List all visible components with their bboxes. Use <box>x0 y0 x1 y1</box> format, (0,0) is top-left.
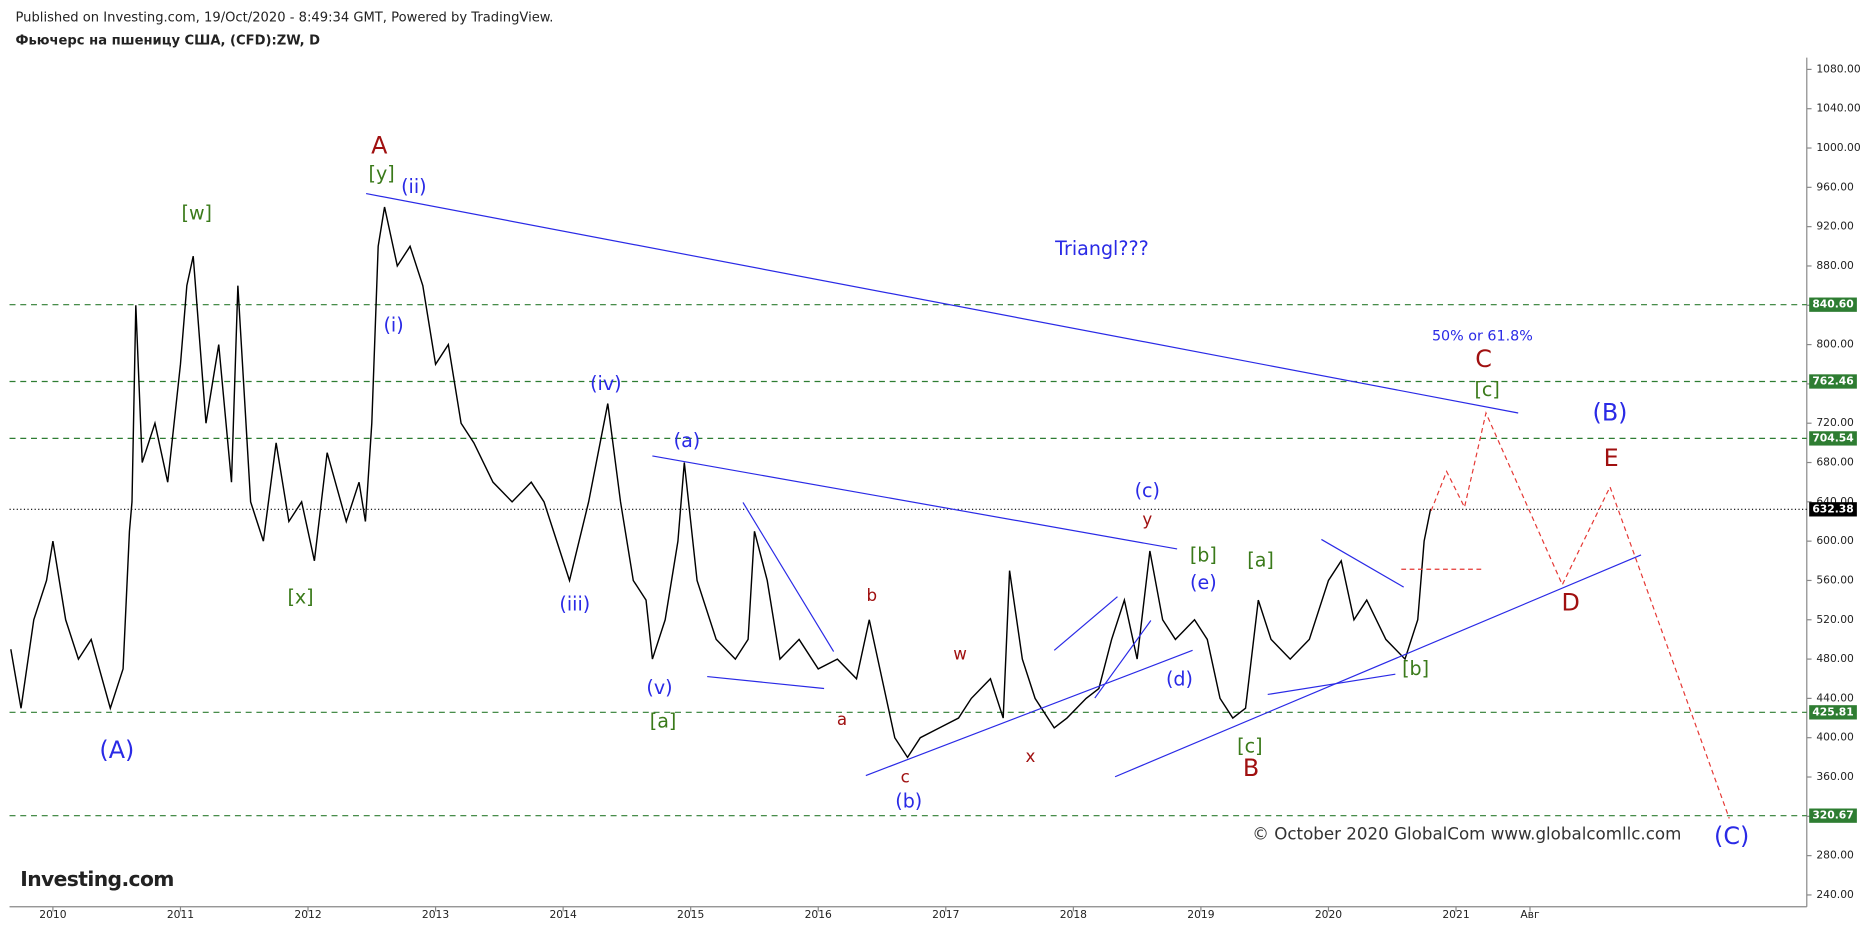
level-label: 320.67 <box>1812 809 1853 822</box>
projection <box>1430 411 1730 819</box>
y-tick-label: 680.00 <box>1816 456 1854 469</box>
wave-label: w <box>953 645 967 664</box>
trend-line <box>865 649 1193 777</box>
wave-label: [b] <box>1190 545 1217 567</box>
wave-label: E <box>1604 444 1619 472</box>
wave-label: Triangl??? <box>1054 238 1149 260</box>
last-price-box <box>1809 502 1857 517</box>
y-tick-label: 440.00 <box>1816 691 1854 704</box>
wave-label: 50% or 61.8% <box>1432 329 1533 345</box>
wave-label: (iii) <box>559 594 590 616</box>
wave-label: [a] <box>1247 549 1274 571</box>
level-box <box>1809 297 1857 312</box>
trend-line <box>1267 673 1396 696</box>
wave-label: [y] <box>369 163 395 185</box>
header-published: Published on Investing.com, 19/Oct/2020 … <box>16 11 554 26</box>
y-tick-label: 240.00 <box>1816 888 1854 901</box>
x-tick-label: 2015 <box>677 908 704 921</box>
level-box <box>1809 705 1857 720</box>
y-tick-label: 360.00 <box>1816 770 1854 783</box>
wave-label: B <box>1243 754 1259 782</box>
trend-line <box>1053 596 1118 651</box>
last-price-label: 632.38 <box>1812 502 1853 515</box>
plot <box>9 206 1807 817</box>
x-tick-label: 2021 <box>1442 908 1469 921</box>
wave-label: (iv) <box>590 373 621 395</box>
wave-label: (i) <box>383 314 403 336</box>
watermark: © October 2020 GlobalCom www.globalcomll… <box>1252 825 1681 844</box>
trend-line <box>652 455 1178 550</box>
x-tick-label: 2014 <box>549 908 576 921</box>
wave-label: c <box>901 767 910 786</box>
wave-label: (d) <box>1166 669 1193 691</box>
trend-line <box>1094 620 1152 699</box>
y-tick-label: 920.00 <box>1816 220 1854 233</box>
trend-lines <box>366 192 1642 778</box>
x-tick-label: 2010 <box>39 908 66 921</box>
wave-label: y <box>1142 510 1152 529</box>
y-tick-label: 560.00 <box>1816 573 1854 586</box>
x-tick-label: 2020 <box>1315 908 1342 921</box>
price-line <box>10 206 1432 759</box>
level-box <box>1809 431 1857 446</box>
trend-line <box>1321 538 1404 588</box>
wave-label: (v) <box>646 677 672 699</box>
wave-label: (A) <box>99 736 134 764</box>
level-label: 425.81 <box>1812 705 1853 718</box>
level-box <box>1809 374 1857 389</box>
wave-label: [b] <box>1402 658 1429 680</box>
wave-label: x <box>1025 747 1035 766</box>
level-label: 840.60 <box>1812 298 1853 311</box>
wave-label: (ii) <box>401 176 426 198</box>
wave-label: [c] <box>1237 735 1262 757</box>
y-tick-label: 800.00 <box>1816 338 1854 351</box>
wave-label: (b) <box>895 790 922 812</box>
x-tick-label: 2013 <box>422 908 449 921</box>
x-tick-label: 2016 <box>805 908 832 921</box>
wave-label: [x] <box>287 586 313 608</box>
wave-label: (c) <box>1135 480 1160 502</box>
y-tick-label: 720.00 <box>1816 416 1854 429</box>
wave-label: (C) <box>1714 822 1749 850</box>
y-tick-label: 480.00 <box>1816 652 1854 665</box>
trend-line <box>742 502 835 652</box>
x-tick-label: 2017 <box>932 908 959 921</box>
wave-label: [a] <box>650 710 677 732</box>
y-tick-label: 880.00 <box>1816 259 1854 272</box>
header-instrument: Фьючерс на пшеницу США, (CFD):ZW, D <box>16 33 321 48</box>
trend-line <box>707 675 825 690</box>
wave-label: b <box>866 586 877 605</box>
wave-label: [w] <box>182 202 213 224</box>
trend-line <box>366 192 1519 414</box>
y-tick-label: 520.00 <box>1816 613 1854 626</box>
trend-line <box>1114 554 1642 778</box>
x-tick-label: 2019 <box>1187 908 1214 921</box>
x-tick-label: 2011 <box>167 908 194 921</box>
wave-label: (e) <box>1190 572 1217 594</box>
y-tick-label: 1000.00 <box>1816 141 1861 154</box>
wave-label: A <box>371 132 388 160</box>
wave-label: a <box>837 710 847 729</box>
wave-label: [c] <box>1474 379 1499 401</box>
y-tick-label: 1080.00 <box>1816 62 1861 75</box>
level-label: 762.46 <box>1812 374 1853 387</box>
y-tick-label: 280.00 <box>1816 849 1854 862</box>
level-box <box>1809 808 1857 823</box>
logo: Investing.com <box>20 867 174 891</box>
level-label: 704.54 <box>1812 431 1853 444</box>
x-tick-label: 2012 <box>294 908 321 921</box>
y-tick-label: 400.00 <box>1816 731 1854 744</box>
y-tick-label: 960.00 <box>1816 180 1854 193</box>
wave-label: C <box>1475 345 1492 373</box>
wave-label: (a) <box>674 430 701 452</box>
x-tick-label: 2018 <box>1060 908 1087 921</box>
x-tick-label: Авг <box>1520 908 1540 921</box>
wave-label: (B) <box>1593 399 1628 427</box>
wave-label: D <box>1561 588 1579 616</box>
y-tick-label: 600.00 <box>1816 534 1854 547</box>
y-tick-label: 1040.00 <box>1816 102 1861 115</box>
